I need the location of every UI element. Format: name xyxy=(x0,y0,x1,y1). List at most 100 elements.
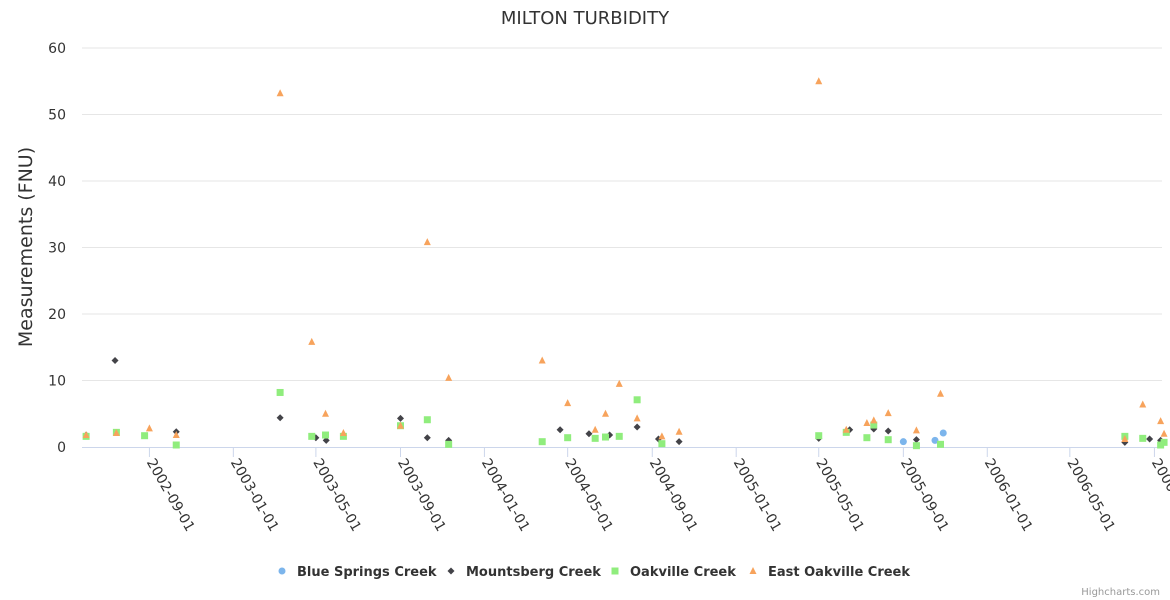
data-point[interactable] xyxy=(556,426,564,434)
data-point[interactable] xyxy=(564,434,572,442)
data-point[interactable] xyxy=(423,434,431,442)
data-point[interactable] xyxy=(308,337,316,345)
series-blue-springs-creek xyxy=(899,429,947,446)
data-point[interactable] xyxy=(912,436,920,444)
y-axis-title: Measurements (FNU) xyxy=(15,147,37,347)
data-point[interactable] xyxy=(863,434,871,442)
data-point[interactable] xyxy=(1160,429,1168,437)
data-point[interactable] xyxy=(936,389,944,397)
data-point[interactable] xyxy=(884,427,892,435)
data-point[interactable] xyxy=(339,432,347,440)
data-point[interactable] xyxy=(82,431,90,439)
y-tick-label: 40 xyxy=(48,174,66,190)
series-mountsberg-creek xyxy=(82,357,1165,446)
legend-marker[interactable] xyxy=(611,567,619,575)
data-point[interactable] xyxy=(863,419,871,427)
data-point[interactable] xyxy=(591,434,599,442)
credits-link[interactable]: Highcharts.com xyxy=(1081,587,1160,598)
data-point[interactable] xyxy=(884,409,892,417)
data-point[interactable] xyxy=(658,440,666,448)
data-point[interactable] xyxy=(633,396,641,404)
data-point[interactable] xyxy=(538,438,546,446)
data-point[interactable] xyxy=(322,409,330,417)
data-point[interactable] xyxy=(145,424,153,432)
data-point[interactable] xyxy=(1157,417,1165,425)
data-point[interactable] xyxy=(1121,435,1129,443)
data-point[interactable] xyxy=(601,409,609,417)
chart-title: MILTON TURBIDITY xyxy=(501,8,670,29)
x-tick-label: 2005-09-01 xyxy=(897,456,952,534)
x-tick-label: 2002-09-01 xyxy=(143,456,198,534)
data-point[interactable] xyxy=(884,436,892,444)
data-point[interactable] xyxy=(633,423,641,431)
x-tick-label: 2003-01-01 xyxy=(227,456,282,534)
series-east-oakville-creek xyxy=(82,77,1168,443)
data-point[interactable] xyxy=(585,430,593,438)
data-point[interactable] xyxy=(1146,435,1154,443)
data-point[interactable] xyxy=(899,438,907,446)
data-point[interactable] xyxy=(1160,438,1168,446)
data-point[interactable] xyxy=(615,379,623,387)
data-point[interactable] xyxy=(912,442,920,450)
data-point[interactable] xyxy=(322,431,330,439)
legend-marker[interactable] xyxy=(278,567,286,575)
data-point[interactable] xyxy=(111,357,119,365)
data-point[interactable] xyxy=(815,432,823,440)
y-tick-label: 50 xyxy=(48,108,66,124)
data-point[interactable] xyxy=(931,436,939,444)
x-tick-label: 2005-05-01 xyxy=(812,456,867,534)
data-point[interactable] xyxy=(396,421,404,429)
data-point[interactable] xyxy=(1139,400,1147,408)
x-tick-label: 2006-01-01 xyxy=(981,456,1036,534)
data-point[interactable] xyxy=(815,77,823,85)
legend-item[interactable]: Blue Springs Creek xyxy=(278,565,437,580)
legend-marker[interactable] xyxy=(447,567,455,575)
data-point[interactable] xyxy=(615,432,623,440)
x-tick-label: 2003-05-01 xyxy=(309,456,364,534)
data-point[interactable] xyxy=(936,440,944,448)
x-tick-label: 2006-05-01 xyxy=(1063,456,1118,534)
data-point[interactable] xyxy=(423,416,431,424)
legend-item[interactable]: Mountsberg Creek xyxy=(447,565,602,580)
y-tick-label: 30 xyxy=(48,241,66,257)
data-point[interactable] xyxy=(322,436,330,444)
data-point[interactable] xyxy=(842,425,850,433)
y-gridlines xyxy=(82,47,1162,381)
legend-item[interactable]: East Oakville Creek xyxy=(749,565,911,580)
data-point[interactable] xyxy=(445,440,453,448)
data-point[interactable] xyxy=(538,356,546,364)
data-point[interactable] xyxy=(675,438,683,446)
data-point[interactable] xyxy=(912,426,920,434)
data-point[interactable] xyxy=(1139,434,1147,442)
data-point[interactable] xyxy=(939,429,947,437)
data-point[interactable] xyxy=(591,425,599,433)
data-point[interactable] xyxy=(276,414,284,422)
data-point[interactable] xyxy=(276,89,284,97)
y-tick-label: 20 xyxy=(48,307,66,323)
x-tick-label: 2003-09-01 xyxy=(394,456,449,534)
x-axis-labels: 2002-09-01 2003-01-01 2003-05-01 2003-09-01… xyxy=(143,456,1170,534)
legend-item[interactable]: Oakville Creek xyxy=(611,565,737,580)
y-axis-labels: 0 10 20 30 40 50 60 xyxy=(48,41,66,456)
legend-label: Oakville Creek xyxy=(630,565,736,580)
data-point[interactable] xyxy=(658,432,666,440)
legend: Blue Springs Creek Mountsberg Creek Oakvil… xyxy=(278,565,911,580)
data-point[interactable] xyxy=(423,238,431,246)
data-point[interactable] xyxy=(112,429,120,437)
data-point[interactable] xyxy=(564,399,572,407)
data-point[interactable] xyxy=(141,432,149,440)
data-point[interactable] xyxy=(601,433,609,441)
data-point[interactable] xyxy=(339,429,347,437)
data-point[interactable] xyxy=(396,414,404,422)
data-point[interactable] xyxy=(172,441,180,449)
data-point[interactable] xyxy=(633,414,641,422)
x-tick-label: 2006-09-01 xyxy=(1148,456,1170,534)
data-point[interactable] xyxy=(172,431,180,439)
data-point[interactable] xyxy=(870,416,878,424)
data-point[interactable] xyxy=(870,421,878,429)
legend-marker[interactable] xyxy=(749,567,757,574)
data-point[interactable] xyxy=(445,373,453,381)
data-point[interactable] xyxy=(308,432,316,440)
data-point[interactable] xyxy=(675,427,683,435)
data-point[interactable] xyxy=(276,388,284,396)
